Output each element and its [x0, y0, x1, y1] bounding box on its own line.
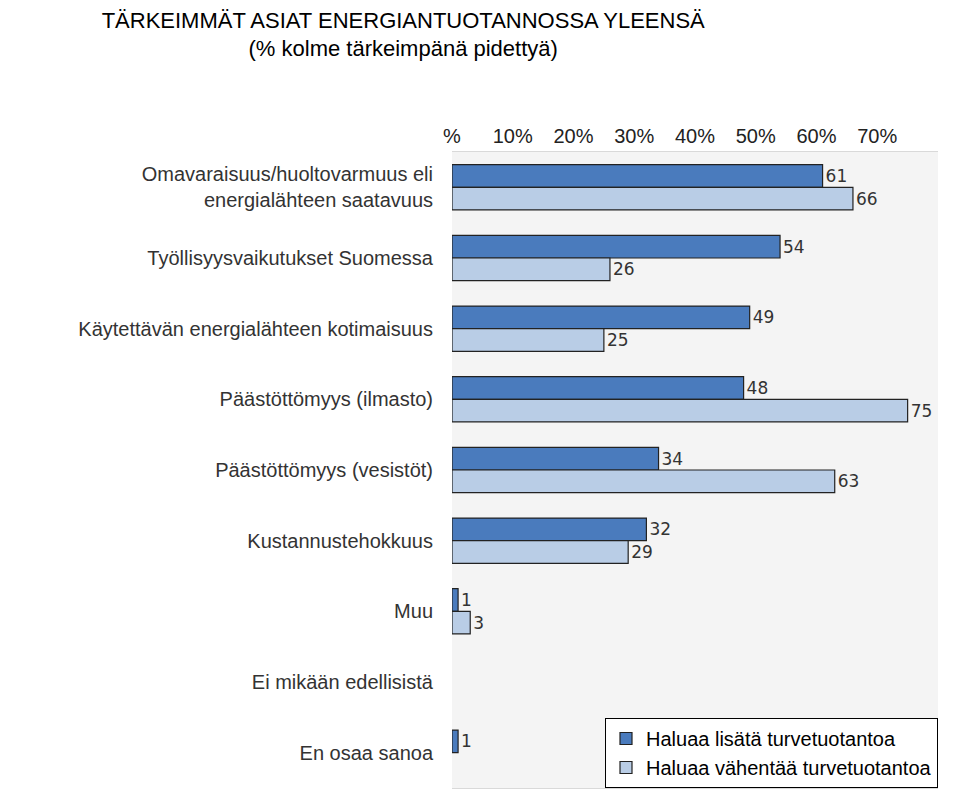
svg-text:Haluaa lisätä turvetuotantoa: Haluaa lisätä turvetuotantoa: [646, 728, 896, 750]
svg-text:49: 49: [753, 307, 775, 327]
svg-text:Ei mikään edellisistä: Ei mikään edellisistä: [252, 671, 434, 693]
svg-text:70%: 70%: [857, 125, 897, 147]
svg-text:1: 1: [461, 590, 472, 610]
svg-text:48: 48: [747, 378, 769, 398]
svg-text:75: 75: [911, 401, 933, 421]
svg-text:TÄRKEIMMÄT ASIAT ENERGIANTUOTA: TÄRKEIMMÄT ASIAT ENERGIANTUOTANNOSSA YLE…: [102, 8, 705, 62]
svg-text:26: 26: [613, 259, 635, 279]
svg-text:Käytettävän energialähteen kot: Käytettävän energialähteen kotimaisuus: [78, 318, 433, 340]
svg-text:63: 63: [838, 471, 860, 491]
svg-text:Päästöttömyys (vesistöt): Päästöttömyys (vesistöt): [215, 459, 433, 481]
svg-text:Omavaraisuus/huoltovarmuus eli: Omavaraisuus/huoltovarmuus elienergialäh…: [142, 163, 433, 211]
svg-text:10%: 10%: [493, 125, 533, 147]
svg-text:Kustannustehokkuus: Kustannustehokkuus: [247, 530, 433, 552]
svg-text:66: 66: [856, 189, 878, 209]
svg-text:54: 54: [783, 237, 805, 257]
svg-text:50%: 50%: [736, 125, 776, 147]
svg-text:En osaa sanoa: En osaa sanoa: [300, 742, 434, 764]
svg-text:Päästöttömyys (ilmasto): Päästöttömyys (ilmasto): [220, 388, 433, 410]
svg-text:1: 1: [461, 731, 472, 751]
svg-text:20%: 20%: [553, 125, 593, 147]
svg-text:34: 34: [662, 449, 684, 469]
svg-text:60%: 60%: [796, 125, 836, 147]
svg-text:3: 3: [473, 613, 484, 633]
svg-text:61: 61: [826, 166, 848, 186]
svg-text:Haluaa vähentää turvetuotantoa: Haluaa vähentää turvetuotantoa: [646, 757, 932, 779]
svg-text:25: 25: [607, 330, 629, 350]
svg-text:Työllisyysvaikutukset Suomessa: Työllisyysvaikutukset Suomessa: [147, 247, 434, 269]
svg-text:32: 32: [649, 519, 671, 539]
svg-text:30%: 30%: [614, 125, 654, 147]
svg-text:40%: 40%: [675, 125, 715, 147]
svg-text:%: %: [443, 125, 461, 147]
svg-text:29: 29: [631, 542, 653, 562]
svg-text:Muu: Muu: [394, 600, 433, 622]
